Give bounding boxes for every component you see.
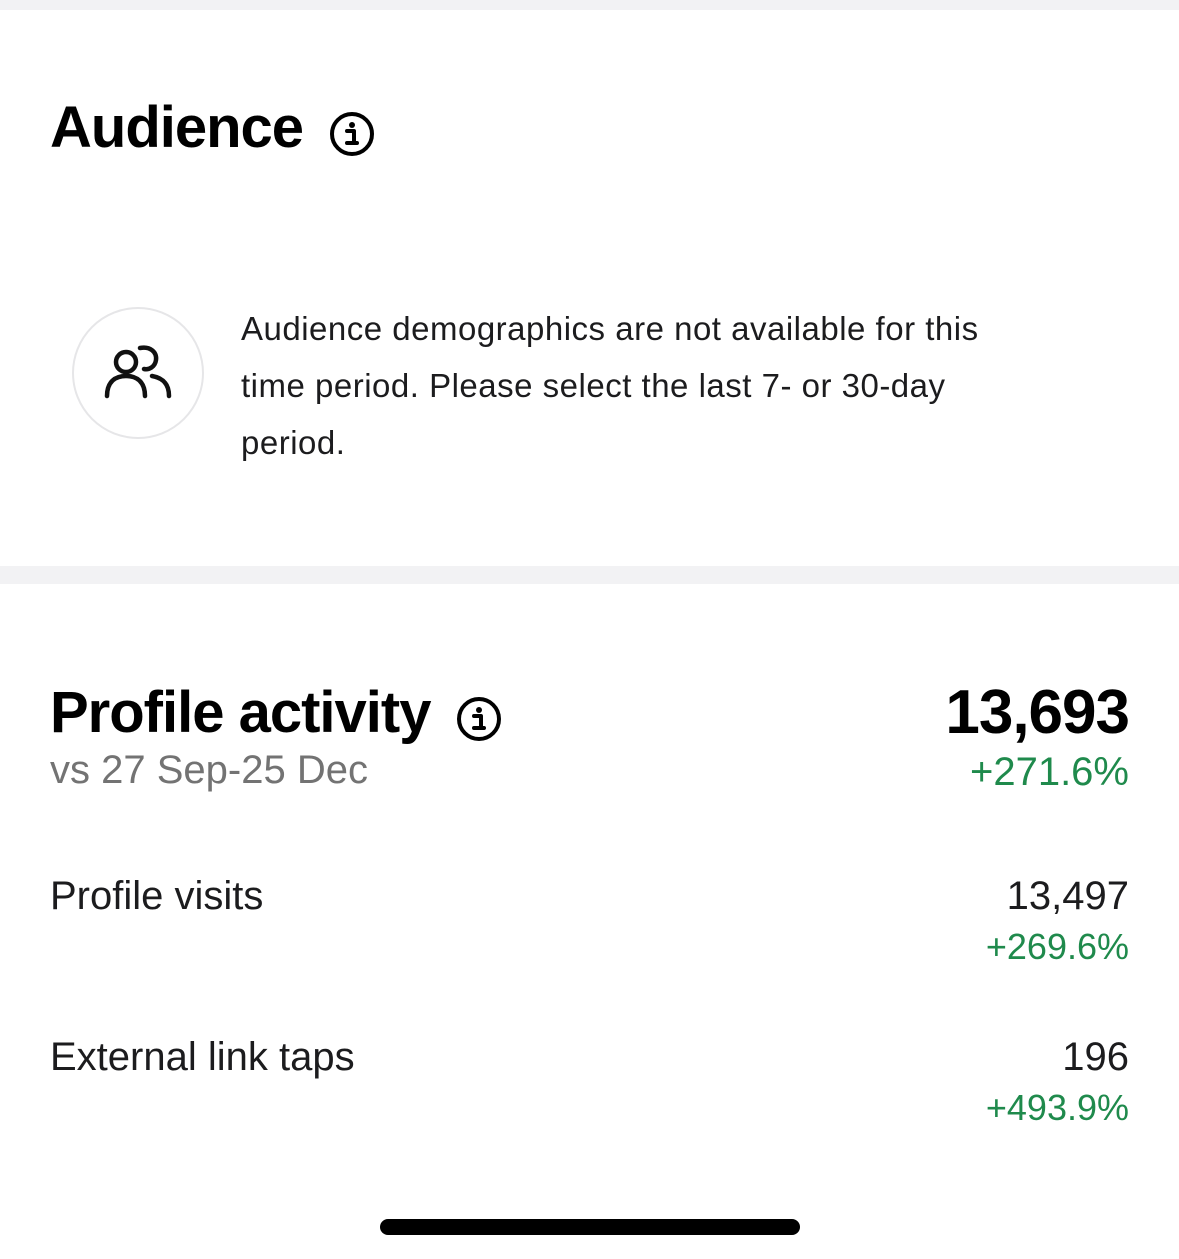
profile-activity-title: Profile activity [50,679,431,745]
audience-unavailable-message: Audience demographics are not available … [241,310,979,461]
audience-title: Audience [50,94,304,160]
audience-heading: Audience [50,92,375,162]
profile-activity-heading: Profile activity [50,677,502,747]
info-icon[interactable] [456,689,502,741]
profile-activity-total-change: +271.6% [969,750,1129,794]
external-link-taps-label: External link taps [50,1035,355,1079]
info-icon[interactable] [329,104,375,156]
audience-icon-badge [72,307,204,439]
external-link-taps-value: 196 [1062,1035,1129,1079]
external-link-taps-change: +493.9% [985,1087,1129,1128]
profile-visits-label: Profile visits [50,874,264,918]
profile-visits-change: +269.6% [985,926,1129,967]
section-divider [0,566,1179,584]
people-icon [102,340,174,407]
profile-activity-total: 13,693 [945,678,1130,747]
comparison-period: vs 27 Sep-25 Dec [50,748,368,792]
top-divider [0,0,1179,10]
home-indicator[interactable] [380,1219,800,1235]
profile-visits-value: 13,497 [1006,874,1129,918]
